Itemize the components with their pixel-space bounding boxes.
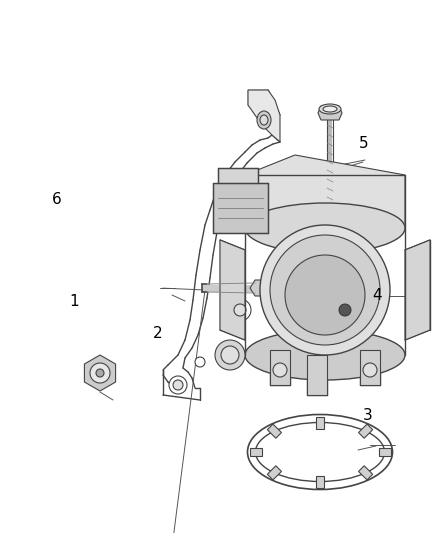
Ellipse shape: [260, 115, 268, 125]
Text: 3: 3: [363, 408, 373, 423]
Text: 4: 4: [372, 288, 381, 303]
Text: 6: 6: [52, 192, 62, 207]
Polygon shape: [220, 240, 245, 340]
Polygon shape: [360, 350, 380, 385]
Ellipse shape: [270, 235, 380, 345]
Ellipse shape: [234, 304, 246, 316]
Ellipse shape: [215, 340, 245, 370]
Polygon shape: [318, 106, 342, 120]
Text: 2: 2: [153, 326, 162, 341]
Polygon shape: [248, 90, 280, 142]
Ellipse shape: [285, 255, 365, 335]
Ellipse shape: [96, 369, 104, 377]
Ellipse shape: [339, 304, 351, 316]
Ellipse shape: [257, 111, 271, 129]
Polygon shape: [316, 416, 324, 429]
Ellipse shape: [90, 363, 110, 383]
Ellipse shape: [273, 363, 287, 377]
Text: 1: 1: [70, 294, 79, 309]
Ellipse shape: [260, 225, 390, 355]
Ellipse shape: [245, 203, 405, 253]
Ellipse shape: [363, 363, 377, 377]
Ellipse shape: [319, 104, 341, 114]
Polygon shape: [85, 355, 116, 391]
Polygon shape: [267, 466, 282, 480]
Ellipse shape: [229, 299, 251, 321]
Polygon shape: [245, 155, 405, 228]
Polygon shape: [270, 350, 290, 385]
Polygon shape: [250, 448, 261, 456]
Polygon shape: [359, 424, 373, 438]
Ellipse shape: [245, 330, 405, 380]
Text: 5: 5: [359, 136, 368, 151]
Polygon shape: [267, 424, 282, 438]
Polygon shape: [316, 475, 324, 488]
Ellipse shape: [169, 376, 187, 394]
Ellipse shape: [323, 106, 337, 112]
Polygon shape: [213, 183, 268, 233]
Polygon shape: [250, 280, 268, 296]
Polygon shape: [359, 466, 373, 480]
Polygon shape: [378, 448, 391, 456]
Polygon shape: [405, 240, 430, 340]
Ellipse shape: [195, 357, 205, 367]
Ellipse shape: [221, 346, 239, 364]
Ellipse shape: [173, 380, 183, 390]
Polygon shape: [218, 168, 258, 183]
Polygon shape: [307, 355, 327, 395]
